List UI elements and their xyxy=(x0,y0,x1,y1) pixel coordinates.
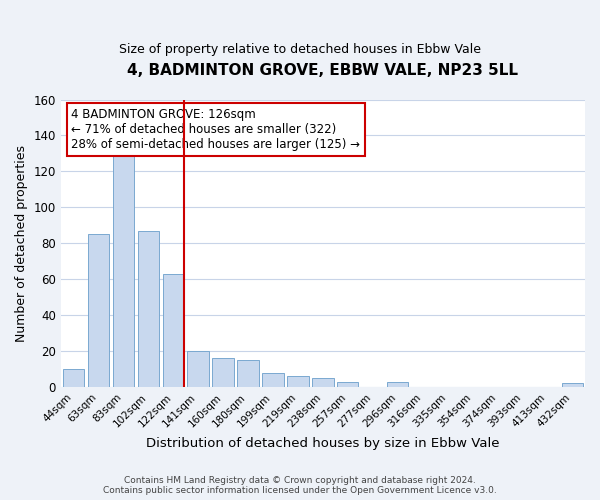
X-axis label: Distribution of detached houses by size in Ebbw Vale: Distribution of detached houses by size … xyxy=(146,437,500,450)
Text: 4 BADMINTON GROVE: 126sqm
← 71% of detached houses are smaller (322)
28% of semi: 4 BADMINTON GROVE: 126sqm ← 71% of detac… xyxy=(71,108,360,151)
Text: Size of property relative to detached houses in Ebbw Vale: Size of property relative to detached ho… xyxy=(119,42,481,56)
Bar xyxy=(387,382,409,387)
Bar xyxy=(287,376,308,387)
Bar xyxy=(312,378,334,387)
Bar xyxy=(113,146,134,387)
Bar xyxy=(137,230,159,387)
Title: 4, BADMINTON GROVE, EBBW VALE, NP23 5LL: 4, BADMINTON GROVE, EBBW VALE, NP23 5LL xyxy=(127,62,518,78)
Bar xyxy=(238,360,259,387)
Bar xyxy=(262,372,284,387)
Bar xyxy=(562,384,583,387)
Bar xyxy=(187,351,209,387)
Y-axis label: Number of detached properties: Number of detached properties xyxy=(15,144,28,342)
Bar xyxy=(88,234,109,387)
Bar xyxy=(212,358,233,387)
Bar xyxy=(337,382,358,387)
Bar xyxy=(62,369,84,387)
Bar xyxy=(163,274,184,387)
Text: Contains HM Land Registry data © Crown copyright and database right 2024.
Contai: Contains HM Land Registry data © Crown c… xyxy=(103,476,497,495)
